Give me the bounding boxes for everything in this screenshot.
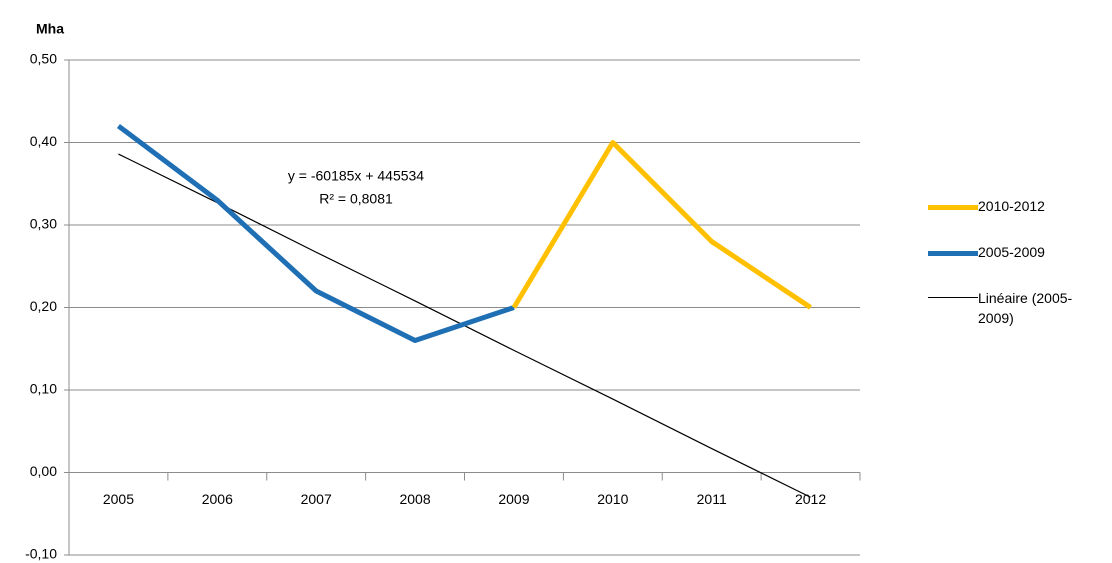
y-tick-label: -0,10	[25, 546, 57, 562]
x-tick-label: 2012	[795, 491, 826, 507]
plot: -0,10 0,00 0,10 0,20 0,30 0,40 0,50 2005 2006 200…	[25, 51, 861, 562]
x-tick-label: 2011	[697, 491, 727, 507]
y-tick-label: 0,50	[30, 51, 57, 67]
x-tick-label: 2007	[301, 491, 332, 507]
x-tick-label: 2005	[103, 491, 134, 507]
legend: 2010-2012 2005-2009 Linéaire (2005-2009)	[928, 196, 1108, 354]
y-tick-label: 0,20	[30, 298, 57, 314]
legend-label: 2010-2012	[978, 198, 1045, 214]
x-tick-label: 2010	[597, 491, 628, 507]
legend-item: 2005-2009	[928, 242, 1108, 262]
trend-r2: R² = 0,8081	[319, 191, 393, 207]
legend-label: Linéaire (2005-2009)	[978, 290, 1073, 326]
trend-equation: y = -60185x + 445534	[288, 168, 424, 184]
x-tick-label: 2008	[399, 491, 430, 507]
y-tick-label: 0,40	[30, 133, 57, 149]
legend-swatch	[928, 205, 978, 210]
x-tick-label: 2006	[202, 491, 233, 507]
legend-swatch	[928, 251, 978, 256]
y-tick-label: 0,00	[30, 463, 57, 479]
y-axis-title: Mha	[36, 21, 64, 37]
legend-item: 2010-2012	[928, 196, 1108, 216]
legend-item: Linéaire (2005-2009)	[928, 288, 1108, 328]
x-tick-label: 2009	[498, 491, 529, 507]
legend-label: 2005-2009	[978, 244, 1045, 260]
series-line	[511, 140, 812, 310]
legend-swatch	[928, 297, 978, 298]
y-tick-label: 0,30	[30, 216, 57, 232]
y-tick-label: 0,10	[30, 381, 57, 397]
series-line	[116, 124, 515, 343]
